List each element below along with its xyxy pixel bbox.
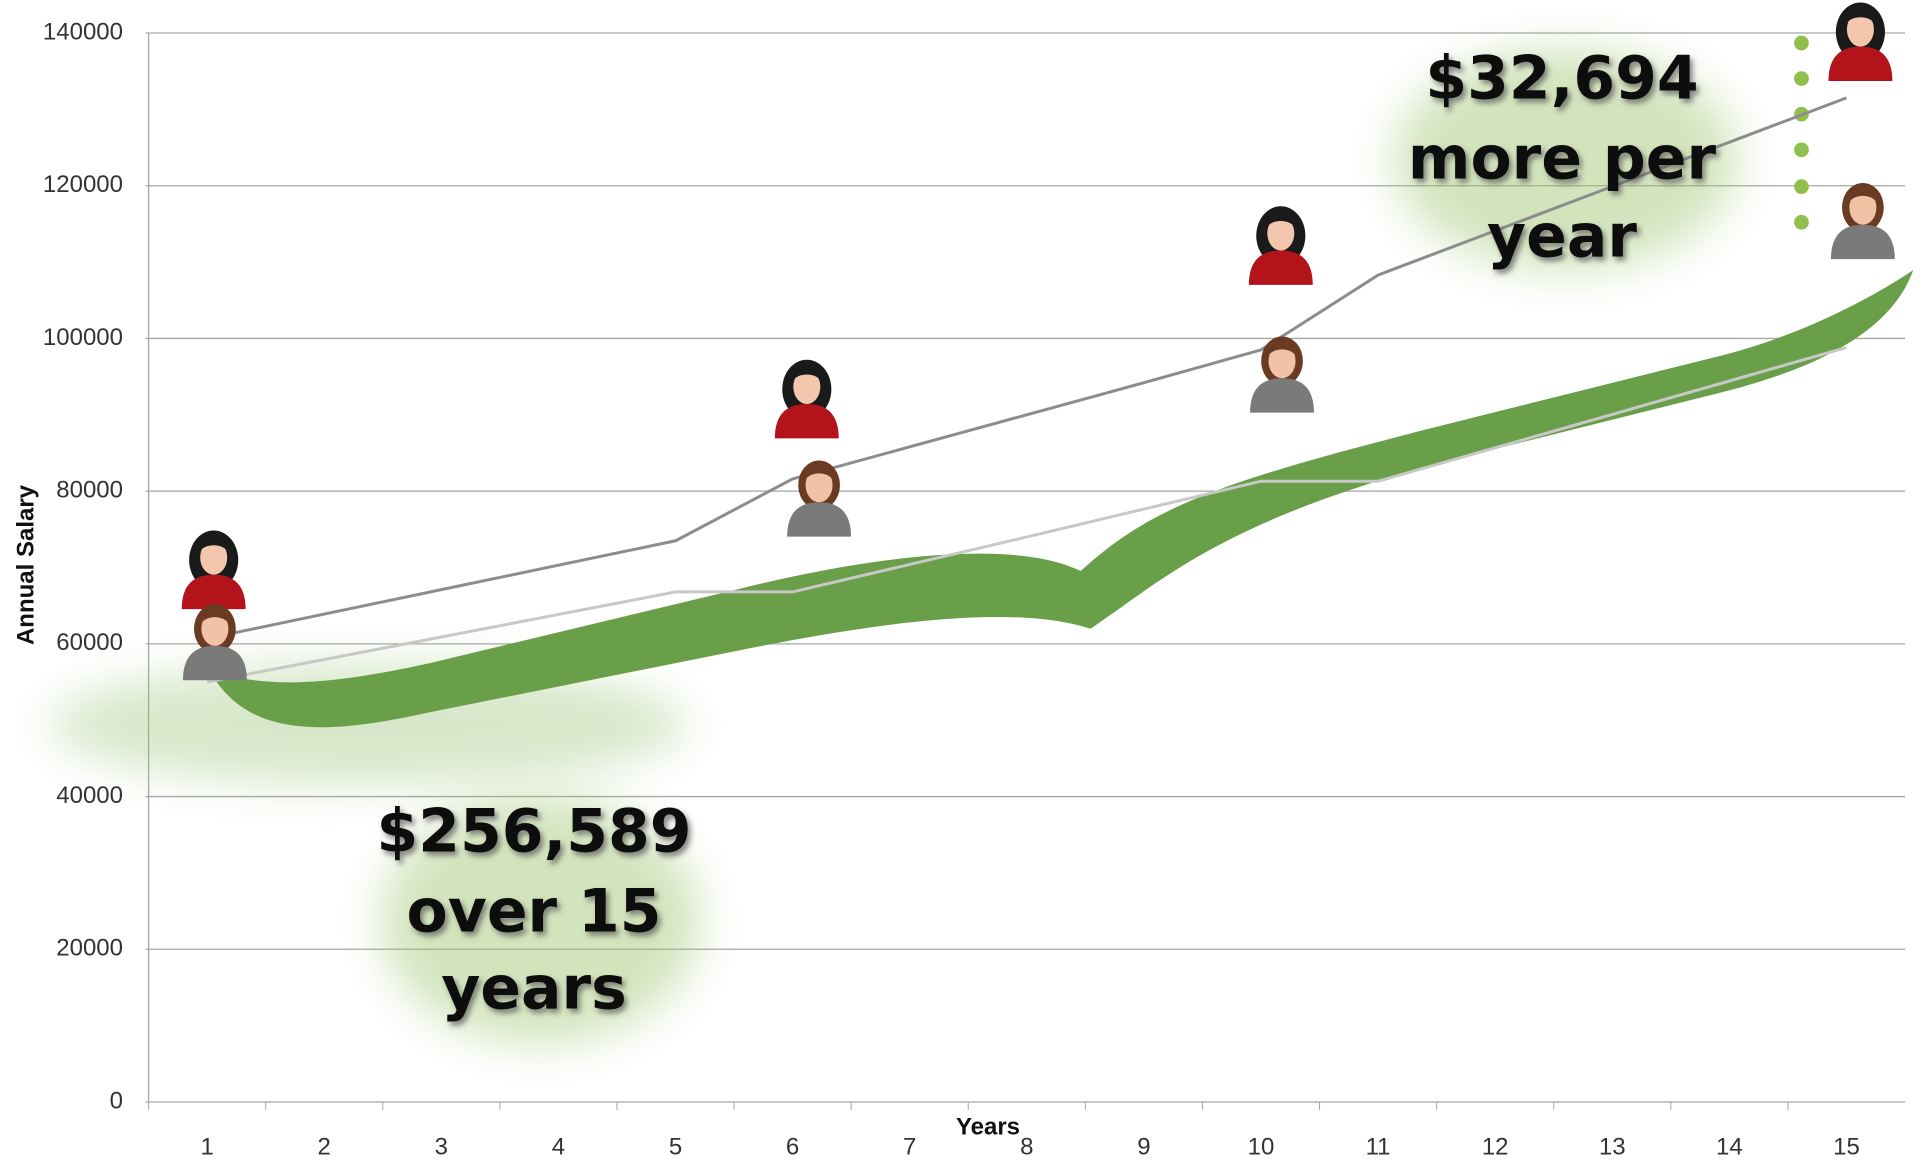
y-tick-label: 140000: [43, 18, 123, 45]
x-tick-label: 9: [1137, 1133, 1150, 1160]
annotation: $256,589: [376, 797, 691, 867]
annotation: over 15: [407, 877, 662, 947]
x-tick-label: 14: [1716, 1133, 1743, 1160]
icon: [1249, 206, 1313, 285]
x-tick-label: 8: [1020, 1133, 1033, 1160]
x-tick-label: 4: [552, 1133, 565, 1160]
y-axis-title: Annual Salary: [12, 484, 39, 645]
dots: [1794, 36, 1809, 230]
x-tick-label: 3: [435, 1133, 448, 1160]
icon: [1831, 183, 1895, 259]
icon: [1250, 336, 1314, 412]
x-tick-label: 6: [786, 1133, 799, 1160]
icon: [182, 530, 246, 609]
y-tick-label: 80000: [56, 476, 123, 503]
y-tick-label: 120000: [43, 171, 123, 198]
x-axis-title: Years: [956, 1113, 1020, 1140]
x-tick-label: 15: [1833, 1133, 1860, 1160]
annotation: more per: [1408, 124, 1717, 194]
icon: [1828, 2, 1892, 81]
annotation: $32,694: [1425, 44, 1698, 114]
y-tick-label: 100000: [43, 324, 123, 351]
y-tick-label: 60000: [56, 629, 123, 656]
y-tick-label: 20000: [56, 935, 123, 962]
icon: [183, 604, 247, 680]
x-tick-label: 1: [200, 1133, 213, 1160]
x-tick-label: 7: [903, 1133, 916, 1160]
x-tick-label: 10: [1248, 1133, 1275, 1160]
x-tick-label: 12: [1482, 1133, 1509, 1160]
icon: [787, 461, 851, 537]
annotation: years: [441, 954, 627, 1024]
x-tick-label: 11: [1366, 1133, 1391, 1160]
x-tick-label: 2: [318, 1133, 331, 1160]
annotation: year: [1487, 202, 1637, 272]
y-tick-label: 40000: [56, 782, 123, 809]
chart: Years Annual Salary 0 20000 40000 60000 8000…: [0, 0, 1926, 1165]
x-tick-label: 5: [669, 1133, 682, 1160]
icon: [775, 360, 839, 439]
y-tick-label: 0: [110, 1087, 123, 1114]
page: {"chart_data": {"type": "line", "categor…: [0, 0, 1926, 1165]
x-tick-label: 13: [1599, 1133, 1626, 1160]
